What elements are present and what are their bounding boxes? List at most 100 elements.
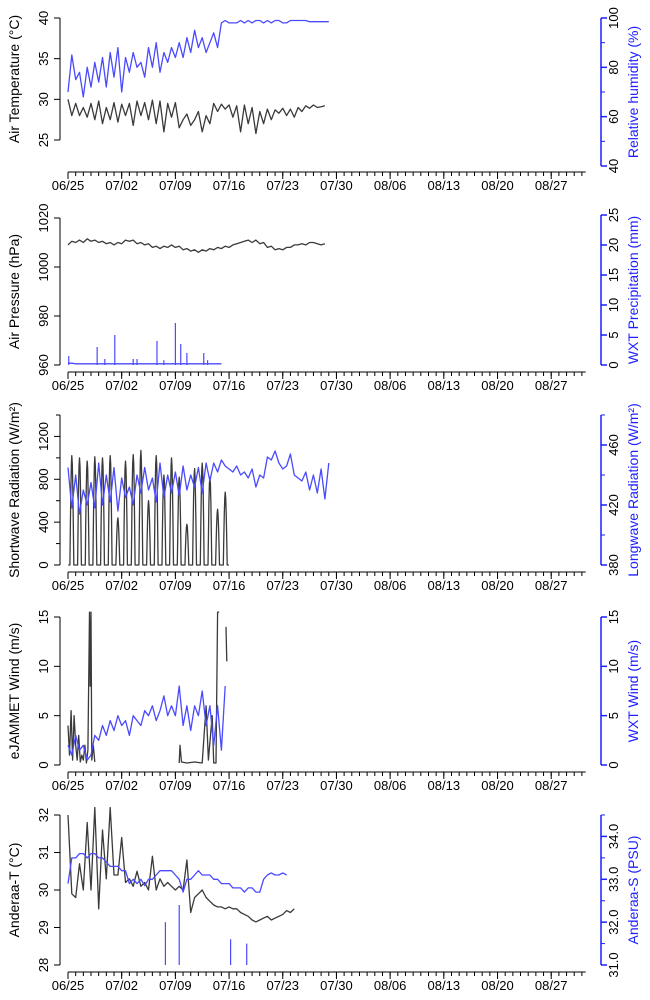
x-tick-label: 07/09 (159, 778, 192, 793)
right-y-tick-label: 420 (606, 494, 621, 516)
x-tick-label: 08/06 (374, 178, 407, 193)
left-y-tick-label: 15 (36, 610, 51, 624)
right-y-tick-label: 80 (606, 60, 621, 74)
right-y-tick-label: 40 (606, 159, 621, 173)
left-y-tick-label: 31 (36, 845, 51, 859)
x-tick-label: 07/30 (320, 378, 353, 393)
series-air-temperature-line (67, 99, 326, 135)
left-y-tick-label: 5 (36, 712, 51, 719)
series-longwave-radiation-line (67, 450, 330, 515)
series-relative-humidity-line (67, 19, 329, 98)
left-y-tick-label: 29 (36, 920, 51, 934)
panel-4: 0 5 10 15 eJAMMET Wind (m/s) 0 5 10 15 WXT Wind (… (6, 610, 641, 793)
panel-1: 25 30 35 40 Air Temperature (°C) 40 60 80 100 Rel… (6, 7, 641, 193)
left-y-tick-label: 980 (36, 305, 51, 327)
right-y-axis-title: WXT Wind (m/s) (625, 640, 641, 742)
x-tick-label: 07/30 (320, 178, 353, 193)
panel-5: 28 29 30 31 32 Anderaa-T (°C) 31.0 32.0 33.0 34.0… (6, 806, 641, 993)
x-tick-label: 08/13 (428, 378, 461, 393)
x-tick-label: 07/23 (266, 178, 299, 193)
x-tick-label: 06/25 (52, 578, 85, 593)
x-tick-label: 06/25 (52, 378, 85, 393)
series-ejammet-wind-line (67, 611, 228, 764)
x-tick-label: 08/13 (428, 778, 461, 793)
series-anderaa-t-line (67, 806, 295, 923)
left-y-tick-label: 1020 (36, 204, 51, 233)
left-y-axis-title: Air Pressure (hPa) (6, 234, 22, 349)
x-tick-label: 07/16 (213, 778, 246, 793)
x-tick-label: 07/16 (213, 578, 246, 593)
x-tick-label: 08/20 (481, 978, 514, 993)
left-y-axis-title: Shortwave Radiation (W/m²) (6, 402, 22, 578)
right-y-axis-title: WXT Precipitation (mm) (625, 216, 641, 364)
right-y-tick-label: 10 (606, 298, 621, 312)
right-y-tick-label: 0 (606, 361, 621, 368)
x-tick-label: 08/20 (481, 578, 514, 593)
x-tick-label: 08/20 (481, 178, 514, 193)
left-y-axis-title: Anderaa-T (°C) (6, 843, 22, 938)
right-y-tick-label: 20 (606, 238, 621, 252)
right-y-tick-label: 10 (606, 659, 621, 673)
right-y-tick-label: 460 (606, 434, 621, 456)
right-y-tick-label: 100 (606, 7, 621, 29)
x-tick-label: 07/23 (266, 778, 299, 793)
x-tick-label: 07/16 (213, 378, 246, 393)
left-y-tick-label: 25 (36, 133, 51, 147)
x-tick-label: 07/30 (320, 978, 353, 993)
x-tick-label: 08/13 (428, 978, 461, 993)
x-tick-label: 06/25 (52, 178, 85, 193)
left-y-axis-title: Air Temperature (°C) (6, 15, 22, 143)
right-y-axis-title: Longwave Radiation (W/m²) (625, 403, 641, 577)
x-tick-label: 07/09 (159, 178, 192, 193)
x-tick-label: 08/27 (535, 778, 568, 793)
x-tick-label: 07/30 (320, 578, 353, 593)
left-y-tick-label: 30 (36, 92, 51, 106)
x-tick-label: 07/30 (320, 778, 353, 793)
right-y-axis-title: Anderaa-S (PSU) (625, 836, 641, 945)
x-tick-label: 07/09 (159, 978, 192, 993)
right-y-tick-label: 60 (606, 109, 621, 123)
series-wxt-wind-line (67, 685, 226, 761)
left-y-tick-label: 800 (36, 468, 51, 490)
series-anderaa-s-line (67, 852, 287, 893)
right-y-tick-label: 15 (606, 610, 621, 624)
x-tick-label: 07/16 (213, 178, 246, 193)
left-y-tick-label: 35 (36, 51, 51, 65)
panel-3: 0 400 800 1200 Shortwave Radiation (W/m²) 380… (6, 402, 641, 593)
right-y-tick-label: 34.0 (606, 824, 621, 849)
left-y-tick-label: 960 (36, 354, 51, 376)
left-y-tick-label: 1200 (36, 422, 51, 451)
x-tick-label: 08/06 (374, 978, 407, 993)
series-wxt-precipitation-baseline-line (68, 362, 222, 365)
right-y-axis-title: Relative humidity (%) (625, 26, 641, 158)
right-y-tick-label: 5 (606, 331, 621, 338)
x-tick-label: 08/06 (374, 578, 407, 593)
left-y-tick-label: 28 (36, 958, 51, 972)
right-y-tick-label: 380 (606, 554, 621, 576)
series-air-pressure-line (67, 238, 326, 253)
x-tick-label: 08/27 (535, 378, 568, 393)
right-y-tick-label: 32.0 (606, 909, 621, 934)
left-y-tick-label: 1000 (36, 253, 51, 282)
x-tick-label: 07/09 (159, 378, 192, 393)
x-tick-label: 08/13 (428, 178, 461, 193)
right-y-tick-label: 31.0 (606, 952, 621, 977)
left-y-tick-label: 40 (36, 11, 51, 25)
x-tick-label: 08/06 (374, 778, 407, 793)
left-y-tick-label: 32 (36, 808, 51, 822)
x-tick-label: 08/27 (535, 578, 568, 593)
x-tick-label: 07/23 (266, 978, 299, 993)
x-tick-label: 08/06 (374, 378, 407, 393)
right-y-tick-label: 25 (606, 208, 621, 222)
x-tick-label: 08/20 (481, 378, 514, 393)
left-y-tick-label: 0 (36, 761, 51, 768)
left-y-tick-label: 10 (36, 659, 51, 673)
x-tick-label: 08/13 (428, 578, 461, 593)
x-tick-label: 07/02 (105, 378, 138, 393)
x-tick-label: 07/02 (105, 778, 138, 793)
panel-2: 960 980 1000 1020 Air Pressure (hPa) 0 5 10 15 20… (6, 204, 641, 393)
left-y-tick-label: 30 (36, 883, 51, 897)
left-y-tick-label: 400 (36, 511, 51, 533)
x-tick-label: 07/23 (266, 578, 299, 593)
